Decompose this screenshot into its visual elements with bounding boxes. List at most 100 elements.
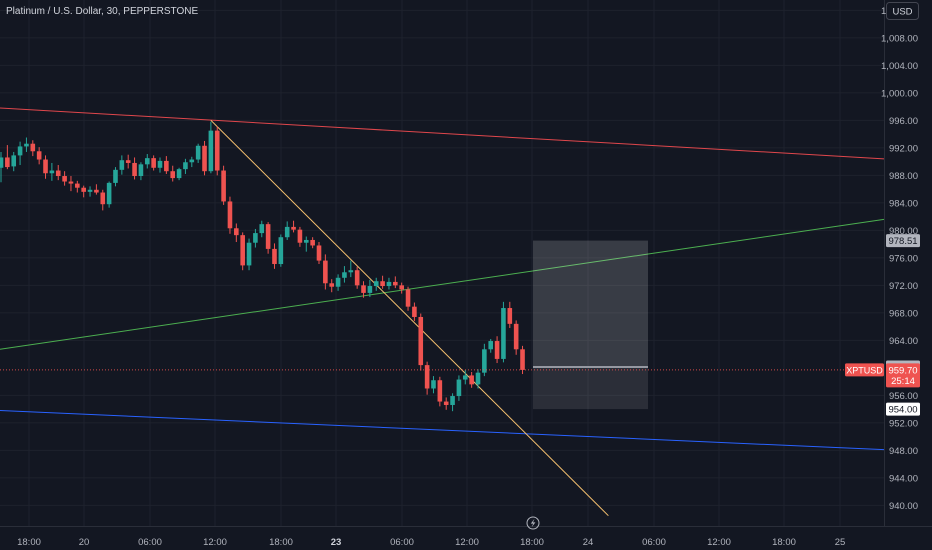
candle [367, 279, 373, 298]
candle-body [30, 143, 36, 152]
candle [393, 276, 398, 289]
candle [431, 376, 436, 394]
candle-body [494, 341, 500, 359]
candle-body [94, 189, 99, 193]
price-tick: 972.00 [889, 281, 918, 292]
candle [437, 376, 443, 407]
candle [17, 141, 23, 166]
candle-body [272, 248, 277, 265]
candle [125, 154, 131, 169]
candle-body [507, 308, 513, 324]
time-tick: 18:00 [269, 537, 293, 548]
symbol-title: Platinum / U.S. Dollar, 30, PEPPERSTONE [6, 6, 198, 17]
candle [475, 369, 481, 389]
candle [405, 286, 411, 311]
candle-body [157, 160, 163, 168]
candle-body [246, 242, 252, 266]
candles [0, 121, 525, 412]
candle [119, 155, 125, 175]
candle [507, 301, 513, 328]
red-resistance-trendline[interactable] [0, 107, 885, 160]
time-axis[interactable]: 18:00 20 06:00 12:00 18:00 23 06:00 12:00 18:00 2… [17, 537, 845, 548]
time-tick: 12:00 [707, 537, 731, 548]
candle [176, 167, 182, 181]
candle [164, 156, 169, 174]
candle [55, 165, 61, 181]
currency-label: USD [892, 7, 912, 18]
candle-body [316, 245, 322, 261]
candle-body [106, 182, 112, 205]
candle [297, 226, 303, 247]
lightning-icon[interactable] [526, 516, 540, 530]
candle [138, 162, 144, 181]
candle [234, 223, 239, 243]
price-tick: 952.00 [889, 418, 918, 429]
candle-body [405, 289, 411, 307]
candle [482, 343, 487, 377]
time-tick: 18:00 [17, 537, 41, 548]
candle [494, 336, 500, 364]
price-tick: 948.00 [889, 446, 918, 457]
price-axis[interactable]: 1,012.001,008.001,004.001,000.00996.0099… [881, 6, 920, 512]
candle-body [475, 372, 481, 385]
candle-body [335, 277, 341, 287]
last-price-text: 959.70 [888, 365, 917, 376]
candle-body [125, 160, 131, 163]
candle [11, 151, 17, 172]
candle [144, 154, 150, 169]
candle-body [138, 164, 144, 177]
position-box-upper[interactable] [533, 240, 648, 367]
price-tick: 968.00 [889, 308, 918, 319]
candle-body [513, 323, 519, 350]
candle [62, 171, 67, 186]
price-tick: 1,000.00 [881, 88, 918, 99]
candle [68, 176, 74, 192]
candle-body [488, 341, 494, 350]
candle-body [393, 281, 398, 286]
candle [100, 189, 106, 211]
candle-body [164, 160, 169, 172]
candle [24, 137, 29, 152]
candle [310, 237, 315, 249]
position-box-lower[interactable] [533, 366, 648, 410]
candle [253, 228, 258, 248]
price-tick: 944.00 [889, 473, 918, 484]
candle [418, 313, 424, 371]
candle-body [17, 146, 23, 156]
candle-body [189, 159, 195, 163]
candle [87, 186, 93, 197]
candle [329, 279, 335, 293]
orange-descending-trendline[interactable] [210, 119, 609, 517]
candle-body [81, 187, 86, 192]
blue-lower-trendline[interactable] [0, 409, 885, 451]
currency-button[interactable]: USD [886, 2, 919, 20]
candle-body [253, 233, 258, 243]
candle-body [240, 235, 245, 266]
candle [0, 151, 4, 183]
candle-body [87, 189, 93, 192]
price-tick: 996.00 [889, 116, 918, 127]
box-bottom-price-tag-text: 954.00 [888, 405, 917, 416]
candle-body [412, 306, 417, 317]
candle [456, 375, 462, 401]
candle-body [361, 285, 366, 293]
candle-body [418, 316, 424, 366]
drawings[interactable] [0, 107, 885, 517]
green-support-trendline[interactable] [0, 218, 885, 350]
candle-body [437, 380, 443, 402]
candle [412, 302, 417, 322]
candle [335, 274, 341, 291]
candle-body [354, 270, 360, 286]
candle [284, 221, 290, 240]
candle-body [144, 158, 150, 165]
candle [246, 238, 252, 271]
candle-body [265, 224, 271, 249]
price-tick: 980.00 [889, 226, 918, 237]
time-tick: 23 [331, 537, 342, 548]
candle [513, 320, 519, 355]
grid [0, 0, 884, 526]
candle [183, 158, 188, 174]
box-top-price-tag-text: 978.51 [888, 236, 917, 247]
candle [272, 243, 277, 269]
